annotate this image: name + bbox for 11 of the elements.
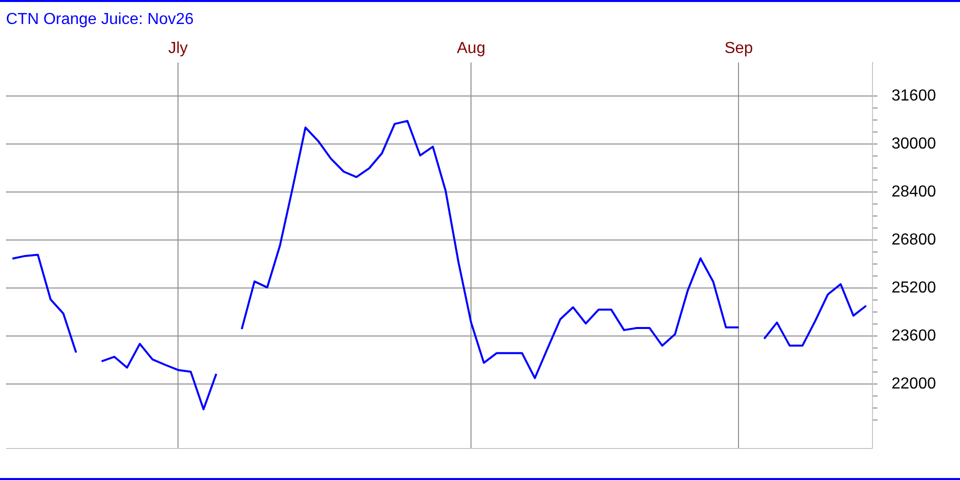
y-tick-label: 25200 (892, 279, 936, 296)
y-tick-label: 26800 (892, 231, 936, 248)
x-tick-label: Sep (724, 40, 754, 58)
chart-title: CTN Orange Juice: Nov26 (6, 11, 194, 28)
y-tick-label: 30000 (892, 135, 936, 152)
x-tick-label: Jly (168, 40, 188, 58)
y-tick-label: 23600 (892, 327, 936, 344)
y-tick-label: 28400 (892, 183, 936, 200)
y-tick-label: 31600 (892, 87, 936, 104)
x-tick-label: Aug (456, 40, 486, 58)
y-tick-label: 22000 (892, 375, 936, 392)
